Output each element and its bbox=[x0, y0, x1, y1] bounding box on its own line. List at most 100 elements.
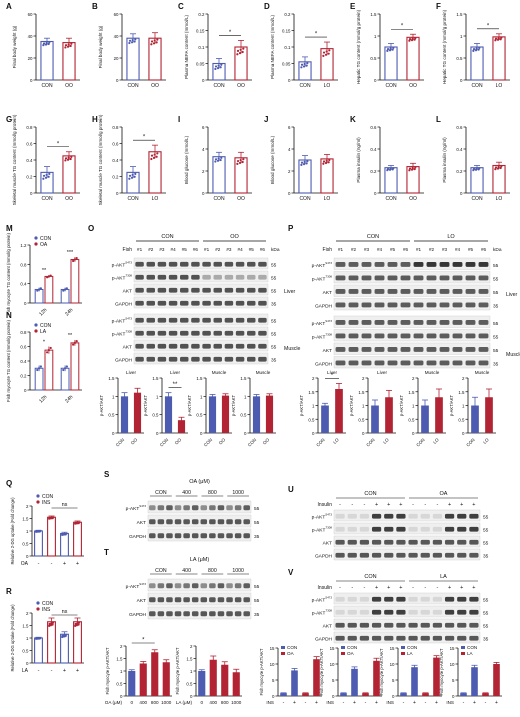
bar-chart-O: 0 0.5 1 1.5 p-AKT/AKT Muscle CON OO bbox=[187, 370, 232, 448]
x-tick-label: + bbox=[76, 561, 79, 567]
data-point bbox=[303, 62, 306, 66]
y-tick-label: 0.1 bbox=[284, 45, 291, 50]
data-point bbox=[48, 516, 51, 520]
bar bbox=[406, 36, 420, 81]
bar-chart-O: 0 0.5 1 1.5 p-AKT/AKT Liver CON OO bbox=[99, 370, 144, 448]
blot-band bbox=[469, 552, 479, 558]
blot-strip bbox=[333, 548, 481, 561]
y-axis-label: Relative 2-DG uptake (Fold change) bbox=[10, 604, 15, 672]
x-tick-label: 0 bbox=[130, 700, 133, 705]
blot-row-label: AKT bbox=[123, 344, 132, 350]
x-tick-label: LO bbox=[324, 196, 331, 202]
data-point bbox=[388, 49, 392, 52]
legend-marker bbox=[36, 494, 40, 498]
insulin-sign: - bbox=[424, 585, 426, 591]
blot-row-label: GAPDH bbox=[315, 361, 333, 367]
blot-strip bbox=[133, 352, 269, 365]
blot-band bbox=[183, 583, 190, 589]
blot-band bbox=[135, 274, 144, 280]
insulin-sign: + bbox=[448, 502, 451, 508]
y-tick-label: 1 bbox=[460, 34, 463, 39]
blot-band bbox=[224, 287, 234, 293]
data-point bbox=[62, 289, 65, 292]
blot-band bbox=[209, 505, 216, 511]
bar bbox=[470, 167, 484, 194]
blot-band bbox=[224, 317, 234, 323]
panel-letter: V bbox=[288, 568, 294, 577]
data-point bbox=[239, 159, 242, 162]
significance-label: ns bbox=[62, 502, 68, 508]
blot-band bbox=[413, 360, 424, 366]
blot-band bbox=[478, 347, 489, 352]
blot-band bbox=[234, 611, 242, 617]
y-tick-label: 0 bbox=[272, 694, 275, 699]
data-point bbox=[36, 289, 39, 292]
data-point bbox=[496, 167, 500, 170]
blot-band bbox=[426, 333, 437, 339]
y-tick-label: 5 bbox=[272, 678, 275, 683]
blot-band bbox=[258, 356, 267, 362]
blot-band bbox=[146, 300, 155, 306]
data-point bbox=[70, 42, 73, 45]
lane-label: #4 bbox=[377, 247, 383, 252]
blot-band bbox=[191, 317, 200, 323]
bar bbox=[221, 395, 230, 433]
x-tick-label: + bbox=[473, 700, 476, 706]
blot-band bbox=[384, 513, 394, 519]
blot-band bbox=[149, 583, 156, 589]
panel-letter: J bbox=[264, 115, 268, 124]
y-axis-label: Fish myocyte p-AKT/AKT bbox=[379, 648, 384, 695]
data-point bbox=[155, 41, 158, 44]
significance-label: ** bbox=[173, 382, 178, 388]
y-tick-label: 0 bbox=[112, 431, 115, 436]
blot-band bbox=[224, 274, 234, 280]
blot-row-label: AKT bbox=[323, 623, 332, 629]
blot-band bbox=[361, 347, 372, 352]
data-point bbox=[306, 62, 309, 65]
y-tick-label: 0 bbox=[26, 661, 29, 666]
blot-band bbox=[217, 583, 225, 589]
data-point bbox=[236, 49, 240, 53]
insulin-sign: - bbox=[363, 502, 365, 508]
blot-kda-label: 55 bbox=[493, 348, 499, 354]
data-point bbox=[67, 43, 70, 46]
y-tick-label: 0 bbox=[202, 191, 205, 196]
data-point bbox=[42, 42, 46, 45]
blot-band bbox=[146, 261, 155, 267]
fish-label: Fish bbox=[323, 247, 333, 253]
legend-label: CON bbox=[287, 645, 297, 650]
blot-band bbox=[347, 596, 357, 602]
lane-label: #4 bbox=[171, 247, 177, 252]
y-axis-label: Blood glucose (mmol/L) bbox=[184, 135, 189, 184]
blot-band bbox=[166, 505, 173, 511]
x-tick-label: OO bbox=[409, 196, 417, 202]
data-point bbox=[219, 66, 222, 69]
insulin-sign: - bbox=[351, 502, 353, 508]
blot-band bbox=[348, 333, 359, 339]
data-point bbox=[328, 49, 331, 52]
data-point bbox=[408, 169, 411, 172]
blot-band bbox=[371, 635, 382, 641]
x-tick-label: - bbox=[38, 668, 40, 674]
x-tick-label: CON bbox=[365, 437, 375, 447]
bar bbox=[385, 397, 393, 433]
data-point bbox=[414, 37, 417, 40]
blot-strip bbox=[133, 257, 269, 270]
blot-band bbox=[174, 505, 182, 511]
data-point bbox=[66, 45, 70, 48]
insulin-sign: + bbox=[399, 585, 402, 591]
blot-band bbox=[217, 519, 225, 525]
blot-band bbox=[191, 343, 200, 349]
y-tick-label: 1.5 bbox=[370, 12, 377, 17]
bar-chart-A: 0 20 40 60 Final body weight (g) CON OO bbox=[12, 12, 80, 89]
blot-band bbox=[157, 519, 165, 525]
data-point bbox=[300, 63, 304, 66]
data-point bbox=[499, 166, 502, 170]
data-point bbox=[64, 633, 68, 636]
data-point bbox=[472, 167, 476, 171]
data-point bbox=[392, 167, 395, 170]
blot-band bbox=[258, 317, 267, 323]
y-tick-label: 0 bbox=[374, 191, 377, 196]
x-tick-label: - bbox=[283, 700, 285, 706]
legend-marker bbox=[34, 329, 38, 333]
